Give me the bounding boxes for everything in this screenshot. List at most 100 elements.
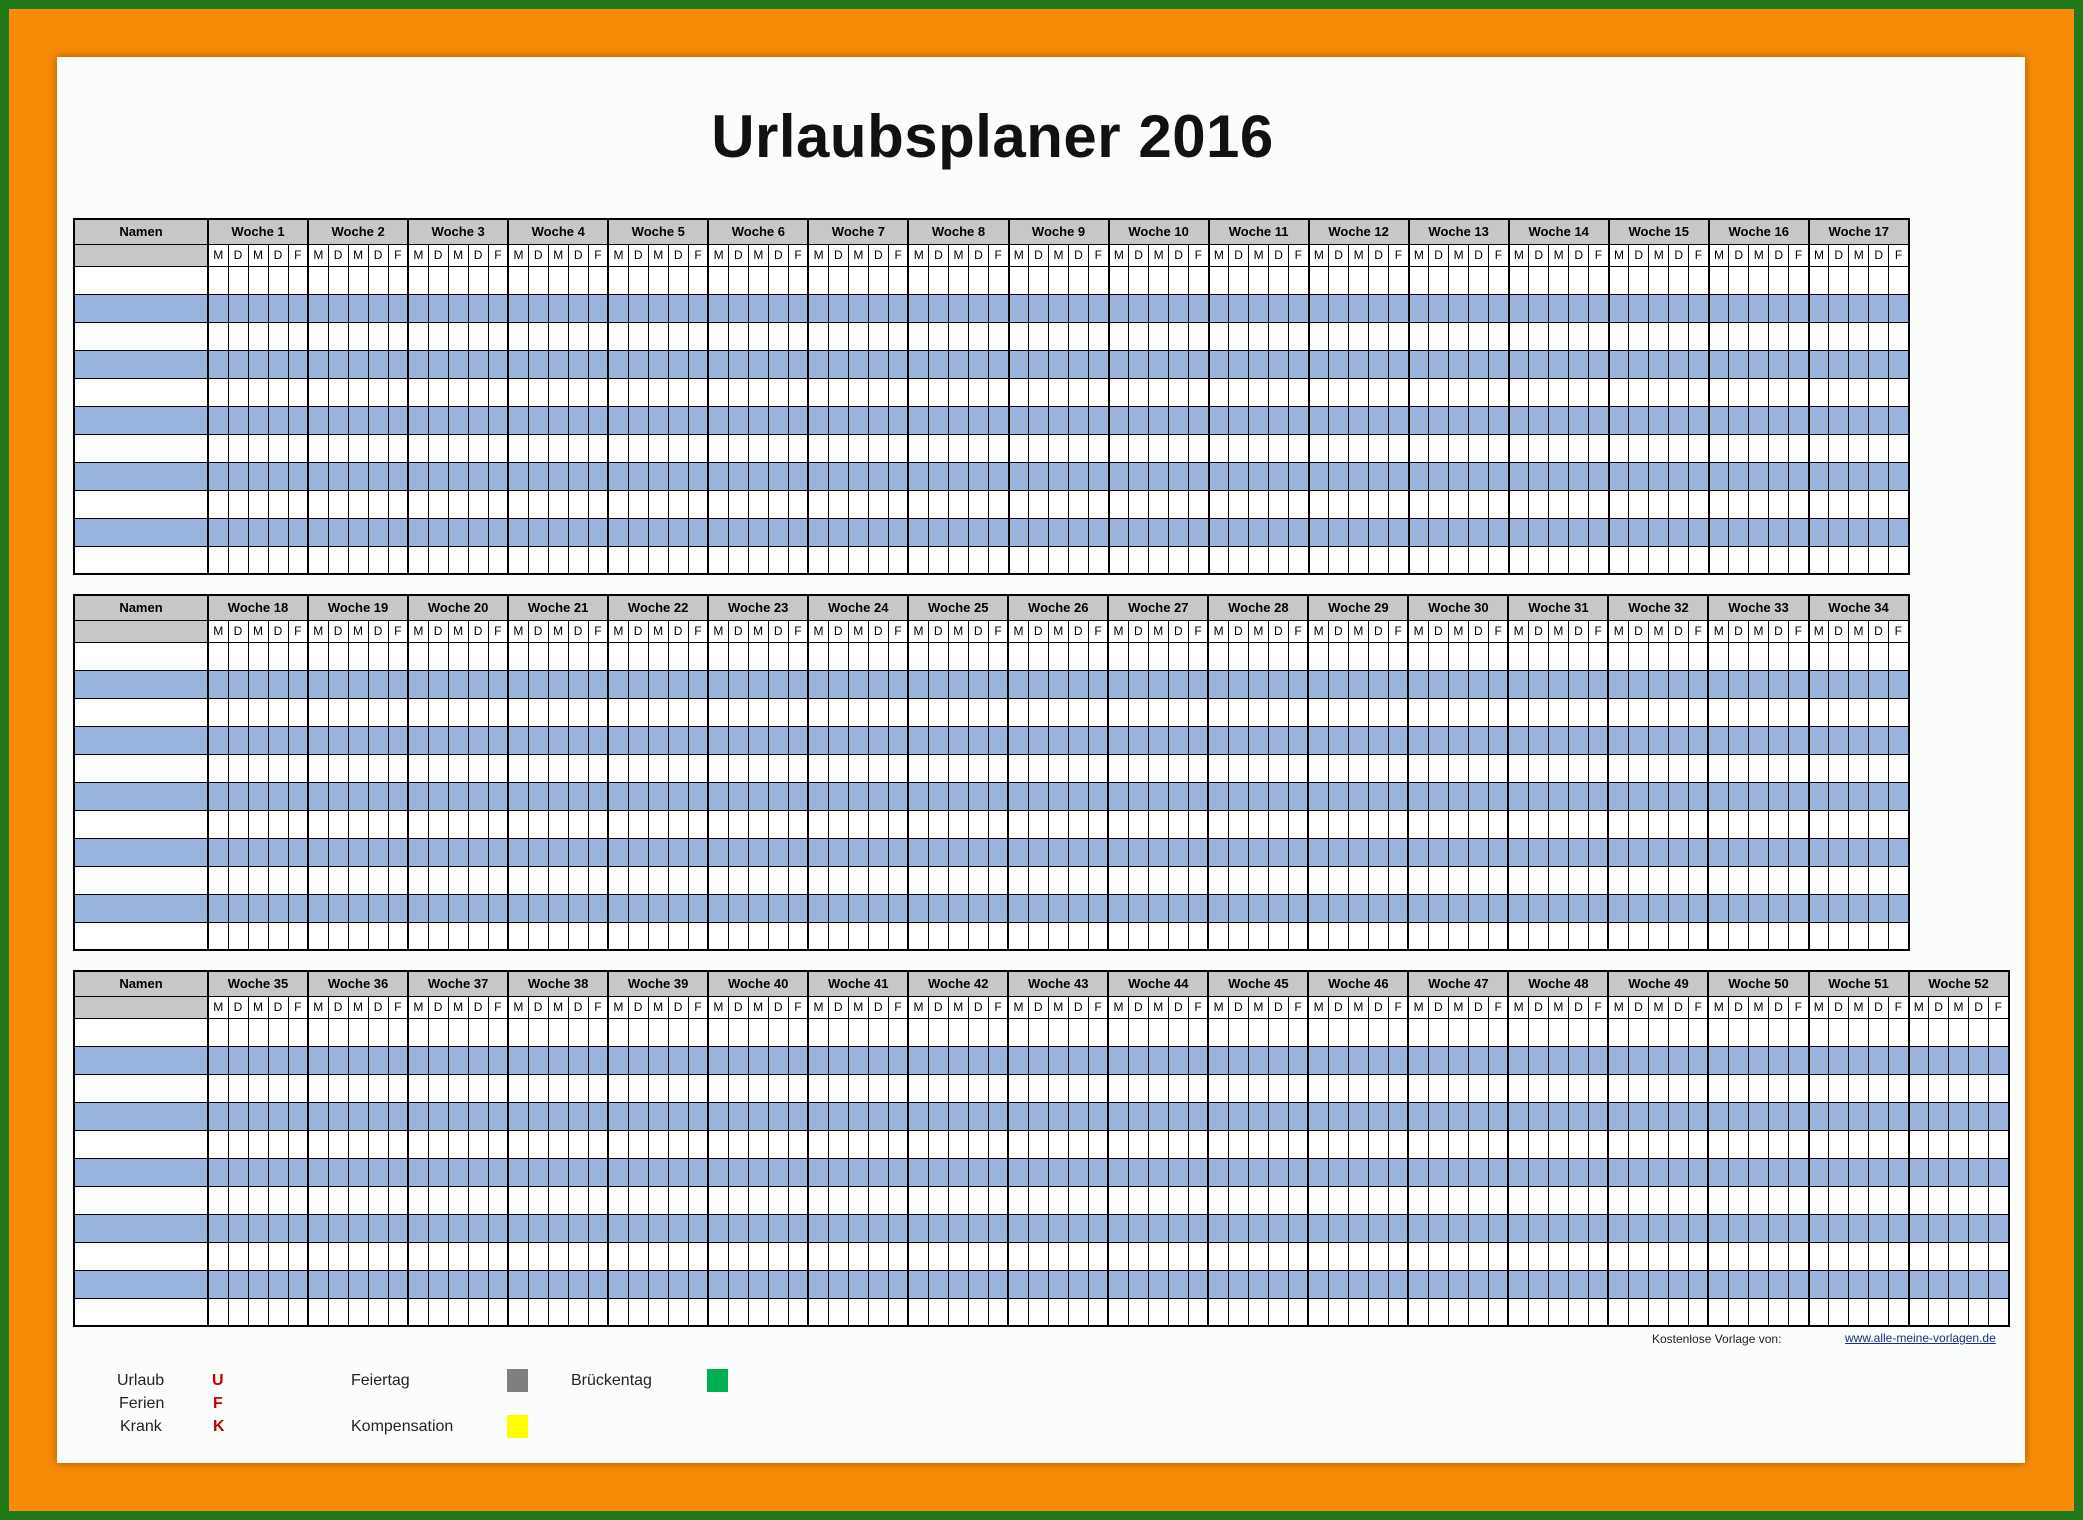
day-cell[interactable] bbox=[607, 1045, 629, 1075]
day-cell[interactable] bbox=[387, 545, 409, 575]
day-cell[interactable] bbox=[1907, 1185, 1930, 1215]
day-cell[interactable] bbox=[327, 1017, 349, 1047]
day-cell[interactable] bbox=[667, 809, 689, 839]
day-cell[interactable] bbox=[1548, 517, 1570, 547]
day-cell[interactable] bbox=[1268, 265, 1290, 295]
day-cell[interactable] bbox=[1588, 489, 1610, 519]
day-cell[interactable] bbox=[447, 837, 469, 867]
day-cell[interactable] bbox=[1588, 349, 1610, 379]
day-cell[interactable] bbox=[1728, 377, 1750, 407]
day-cell[interactable] bbox=[1848, 545, 1870, 575]
day-cell[interactable] bbox=[687, 1129, 709, 1159]
day-cell[interactable] bbox=[707, 921, 729, 951]
day-cell[interactable] bbox=[1147, 753, 1169, 783]
day-cell[interactable] bbox=[1227, 1297, 1249, 1327]
day-cell[interactable] bbox=[1028, 461, 1049, 491]
day-cell[interactable] bbox=[1607, 349, 1630, 379]
day-cell[interactable] bbox=[1147, 725, 1169, 755]
day-cell[interactable] bbox=[1887, 837, 1910, 867]
day-cell[interactable] bbox=[1607, 753, 1629, 783]
day-cell[interactable] bbox=[1727, 809, 1749, 839]
day-cell[interactable] bbox=[1768, 265, 1790, 295]
name-cell[interactable] bbox=[73, 1101, 209, 1131]
day-cell[interactable] bbox=[1387, 1073, 1409, 1103]
day-cell[interactable] bbox=[587, 1101, 609, 1131]
day-cell[interactable] bbox=[1188, 265, 1210, 295]
day-cell[interactable] bbox=[747, 517, 769, 547]
day-cell[interactable] bbox=[1368, 265, 1390, 295]
day-cell[interactable] bbox=[1528, 321, 1550, 351]
day-cell[interactable] bbox=[1828, 837, 1849, 867]
day-cell[interactable] bbox=[547, 489, 569, 519]
day-cell[interactable] bbox=[767, 1045, 789, 1075]
day-cell[interactable] bbox=[1248, 545, 1270, 575]
day-cell[interactable] bbox=[1207, 1129, 1229, 1159]
day-cell[interactable] bbox=[887, 405, 909, 435]
day-cell[interactable] bbox=[627, 893, 649, 923]
day-cell[interactable] bbox=[1428, 321, 1450, 351]
day-cell[interactable] bbox=[1807, 1073, 1829, 1103]
day-cell[interactable] bbox=[1207, 265, 1230, 295]
day-cell[interactable] bbox=[267, 433, 289, 463]
day-cell[interactable] bbox=[387, 1101, 409, 1131]
day-cell[interactable] bbox=[1928, 1241, 1950, 1271]
day-cell[interactable] bbox=[1067, 837, 1089, 867]
day-cell[interactable] bbox=[367, 837, 389, 867]
day-cell[interactable] bbox=[1307, 1213, 1329, 1243]
day-cell[interactable] bbox=[1667, 1213, 1689, 1243]
day-cell[interactable] bbox=[1027, 697, 1049, 727]
day-cell[interactable] bbox=[1387, 753, 1409, 783]
day-cell[interactable] bbox=[1488, 433, 1510, 463]
day-cell[interactable] bbox=[447, 753, 469, 783]
day-cell[interactable] bbox=[407, 1185, 429, 1215]
day-cell[interactable] bbox=[1487, 837, 1509, 867]
day-cell[interactable] bbox=[1387, 1129, 1409, 1159]
day-cell[interactable] bbox=[427, 433, 449, 463]
day-cell[interactable] bbox=[1548, 377, 1570, 407]
day-cell[interactable] bbox=[207, 461, 229, 491]
day-cell[interactable] bbox=[1688, 489, 1710, 519]
day-cell[interactable] bbox=[1247, 669, 1269, 699]
day-cell[interactable] bbox=[847, 725, 869, 755]
day-cell[interactable] bbox=[1288, 321, 1310, 351]
day-cell[interactable] bbox=[1127, 1297, 1149, 1327]
day-cell[interactable] bbox=[667, 461, 689, 491]
day-cell[interactable] bbox=[547, 321, 569, 351]
day-cell[interactable] bbox=[1607, 1241, 1629, 1271]
day-cell[interactable] bbox=[507, 669, 529, 699]
day-cell[interactable] bbox=[867, 1241, 889, 1271]
day-cell[interactable] bbox=[1328, 461, 1350, 491]
day-cell[interactable] bbox=[407, 781, 429, 811]
day-cell[interactable] bbox=[907, 641, 929, 671]
day-cell[interactable] bbox=[1747, 641, 1769, 671]
day-cell[interactable] bbox=[1527, 669, 1549, 699]
day-cell[interactable] bbox=[1347, 1185, 1369, 1215]
day-cell[interactable] bbox=[1107, 1213, 1129, 1243]
day-cell[interactable] bbox=[1527, 1241, 1549, 1271]
day-cell[interactable] bbox=[1427, 865, 1449, 895]
day-cell[interactable] bbox=[947, 1017, 969, 1047]
day-cell[interactable] bbox=[1367, 921, 1389, 951]
day-cell[interactable] bbox=[567, 1185, 589, 1215]
day-cell[interactable] bbox=[807, 517, 829, 547]
day-cell[interactable] bbox=[907, 1185, 929, 1215]
day-cell[interactable] bbox=[1607, 1073, 1629, 1103]
day-cell[interactable] bbox=[1407, 1017, 1429, 1047]
day-cell[interactable] bbox=[207, 405, 229, 435]
day-cell[interactable] bbox=[1187, 837, 1209, 867]
day-cell[interactable] bbox=[1287, 1073, 1309, 1103]
name-cell[interactable] bbox=[73, 921, 209, 951]
day-cell[interactable] bbox=[1687, 1045, 1709, 1075]
day-cell[interactable] bbox=[1048, 293, 1069, 323]
day-cell[interactable] bbox=[1167, 725, 1189, 755]
day-cell[interactable] bbox=[1007, 697, 1029, 727]
day-cell[interactable] bbox=[1828, 1241, 1849, 1271]
day-cell[interactable] bbox=[867, 489, 889, 519]
day-cell[interactable] bbox=[1647, 1045, 1669, 1075]
day-cell[interactable] bbox=[1787, 1241, 1810, 1271]
name-cell[interactable] bbox=[73, 377, 209, 407]
day-cell[interactable] bbox=[1447, 1073, 1469, 1103]
day-cell[interactable] bbox=[1148, 517, 1170, 547]
day-cell[interactable] bbox=[647, 545, 669, 575]
day-cell[interactable] bbox=[1688, 293, 1710, 323]
